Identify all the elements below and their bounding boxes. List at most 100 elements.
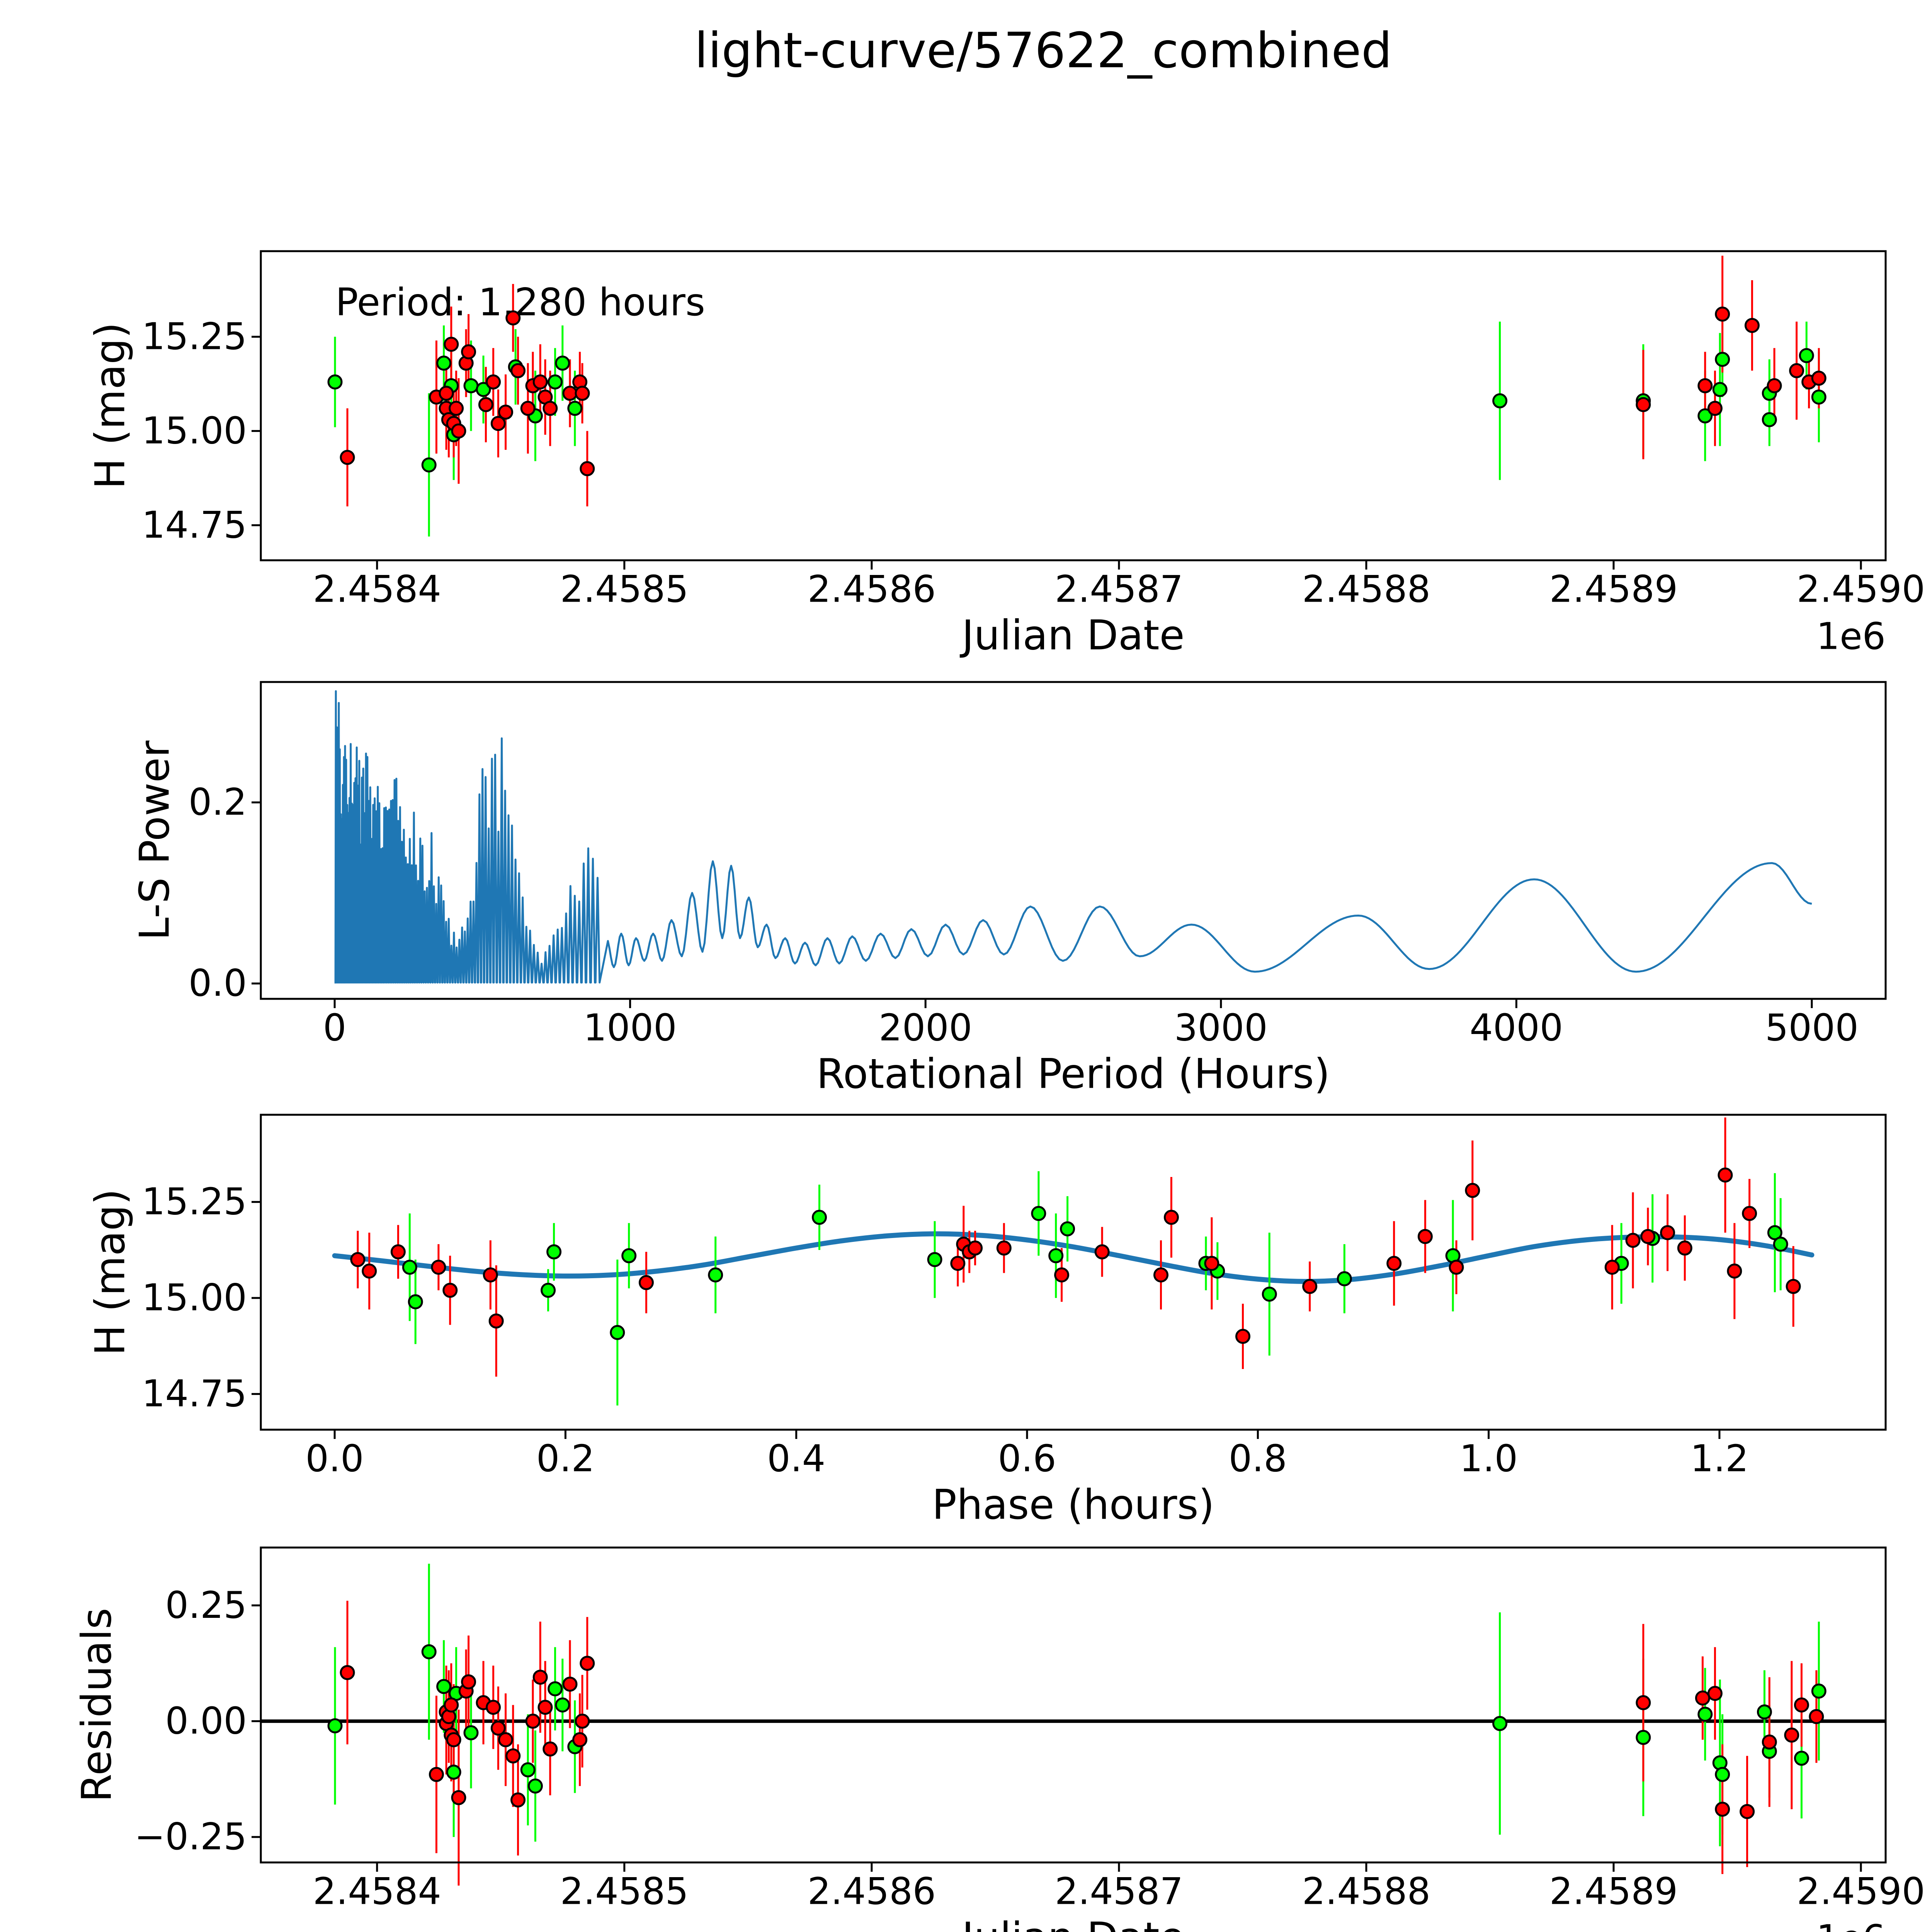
periodogram-xlabel: Rotational Period (Hours) xyxy=(816,1050,1330,1097)
y-tick-label: −0.25 xyxy=(134,1816,247,1858)
data-point xyxy=(439,386,454,401)
data-point xyxy=(483,1267,498,1282)
phase-lightcurve-frame xyxy=(260,1114,1887,1431)
data-point xyxy=(350,1252,366,1267)
panel-residuals: 2.4584 2.4585 2.4586 2.4587 2.4588 2.4589 2.45… xyxy=(73,1546,1925,1932)
data-point xyxy=(968,1240,983,1256)
data-point xyxy=(1767,378,1782,393)
y-tick-label: 15.25 xyxy=(142,316,247,358)
periodogram-curve xyxy=(334,690,1812,984)
data-point xyxy=(1740,1804,1755,1819)
data-point xyxy=(1712,382,1728,397)
data-point xyxy=(1707,1686,1723,1701)
data-point xyxy=(548,1681,563,1697)
series-green xyxy=(334,321,1820,537)
data-point xyxy=(1235,1329,1250,1344)
x-tick-label: 2.4586 xyxy=(808,1871,936,1913)
data-point xyxy=(1757,1704,1772,1719)
data-point xyxy=(543,1741,558,1757)
data-point xyxy=(575,386,590,401)
data-point xyxy=(327,374,343,389)
data-point xyxy=(1640,1229,1656,1244)
data-point xyxy=(461,1674,476,1690)
data-point xyxy=(449,401,464,416)
data-point xyxy=(1742,1206,1757,1221)
x-tick-label: 2.4585 xyxy=(560,568,689,611)
x-tick-label: 2.4586 xyxy=(808,568,936,611)
y-tick-label: 14.75 xyxy=(142,1373,247,1415)
data-point xyxy=(639,1275,654,1290)
periodogram-ylabel: L-S Power xyxy=(131,740,179,940)
data-point xyxy=(567,401,583,416)
data-point xyxy=(520,1762,536,1777)
data-point xyxy=(451,1790,466,1805)
data-point xyxy=(402,1260,417,1275)
data-point xyxy=(431,1260,446,1275)
data-point xyxy=(478,397,493,412)
data-point xyxy=(562,386,578,401)
data-point xyxy=(520,401,536,416)
phase-lightcurve-ylabel: H (mag) xyxy=(87,1189,134,1356)
x-tick-label: 2.4587 xyxy=(1055,568,1183,611)
data-point xyxy=(1417,1229,1433,1244)
data-point xyxy=(1695,1690,1710,1706)
data-point xyxy=(1163,1209,1179,1225)
jd-lightcurve-xlabel: Julian Date xyxy=(959,611,1185,659)
x-tick-label: 2.4587 xyxy=(1055,1871,1183,1913)
data-point xyxy=(950,1256,966,1271)
y-tick-label: 15.00 xyxy=(142,1277,247,1319)
data-point xyxy=(421,457,437,473)
jd-lightcurve-frame xyxy=(260,250,1887,561)
x-tick-label: 2.4585 xyxy=(560,1871,689,1913)
data-point xyxy=(1302,1279,1318,1294)
data-point xyxy=(444,1697,459,1713)
data-point xyxy=(1762,1734,1777,1750)
data-point xyxy=(463,378,479,393)
x-tick-label: 1000 xyxy=(583,1007,677,1049)
y-tick-label: 0.2 xyxy=(189,781,247,824)
data-point xyxy=(498,405,514,420)
y-tick-label: 0.0 xyxy=(189,962,247,1005)
x-tick-label: 2.4584 xyxy=(313,1871,441,1913)
data-point xyxy=(1492,1716,1508,1731)
data-point xyxy=(1697,408,1713,423)
x-tick-label: 2.4590 xyxy=(1797,568,1925,611)
data-point xyxy=(555,1697,570,1713)
data-point xyxy=(1697,378,1713,393)
data-point xyxy=(461,344,476,359)
data-point xyxy=(1718,1167,1733,1183)
residuals-frame xyxy=(260,1546,1887,1864)
data-point xyxy=(340,1665,355,1680)
x-tick-label: 0.8 xyxy=(1229,1438,1287,1480)
data-point xyxy=(572,1732,588,1747)
data-point xyxy=(421,1644,437,1660)
series-markers-red xyxy=(340,306,1827,476)
x-tick-label: 3000 xyxy=(1174,1007,1268,1049)
series-markers-green xyxy=(327,1644,1827,1794)
data-point xyxy=(1707,401,1723,416)
data-point xyxy=(442,1282,458,1298)
data-point xyxy=(1636,1730,1651,1745)
data-point xyxy=(1786,1279,1801,1294)
x-tick-label: 0.4 xyxy=(767,1438,825,1480)
data-point xyxy=(1789,363,1804,378)
data-point xyxy=(505,310,521,326)
data-point xyxy=(1794,1697,1809,1713)
residuals-xlabel: Julian Date xyxy=(959,1913,1185,1932)
data-point xyxy=(408,1294,423,1310)
fit-curve xyxy=(332,1231,1815,1284)
x-tick-label: 2.4589 xyxy=(1549,1871,1678,1913)
data-point xyxy=(610,1325,625,1340)
data-point xyxy=(327,1718,343,1733)
x-tick-label: 0.2 xyxy=(536,1438,595,1480)
x-tick-label: 1.0 xyxy=(1459,1438,1518,1480)
data-point xyxy=(1773,1236,1788,1252)
x-tick-label: 0.6 xyxy=(998,1438,1056,1480)
data-point xyxy=(927,1252,942,1267)
data-point xyxy=(1715,306,1730,322)
series-red xyxy=(346,1600,1818,1886)
data-point xyxy=(505,1748,521,1764)
data-point xyxy=(446,1764,461,1780)
data-point xyxy=(537,1700,553,1715)
